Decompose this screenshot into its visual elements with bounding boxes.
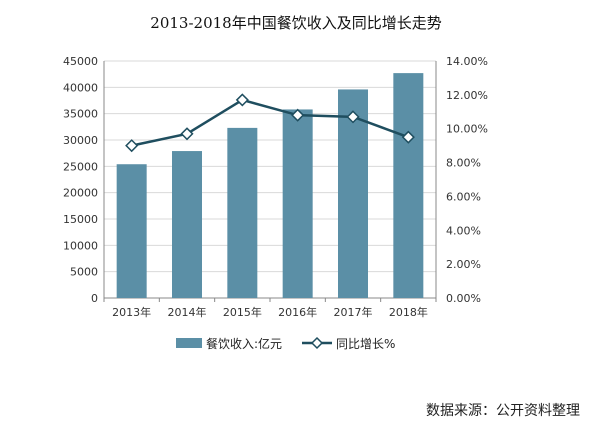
legend-label-bar: 餐饮收入:亿元 (206, 336, 282, 351)
y-left-tick-label: 20000 (63, 187, 98, 200)
bar (393, 73, 424, 298)
growth-point (235, 93, 249, 107)
y-left-tick-label: 35000 (63, 108, 98, 121)
source-note: 数据来源：公开资料整理 (426, 403, 580, 419)
y-right-tick-label: 4.00% (446, 224, 481, 237)
x-tick-label: 2014年 (168, 305, 207, 319)
x-tick-label: 2018年 (389, 305, 428, 319)
y-left-tick-label: 25000 (63, 160, 98, 173)
growth-point (291, 108, 305, 122)
growth-point (180, 127, 194, 141)
bar (227, 127, 258, 299)
legend-swatch-bar (176, 338, 202, 348)
y-right-tick-label: 6.00% (446, 190, 481, 203)
x-tick-label: 2016年 (278, 305, 317, 319)
growth-point (346, 110, 360, 124)
y-left-tick-label: 40000 (63, 81, 98, 94)
bar (116, 164, 147, 298)
y-left-tick-label: 15000 (63, 213, 98, 226)
growth-point (125, 139, 139, 153)
bar (338, 89, 368, 298)
y-right-tick-label: 0.00% (446, 292, 481, 305)
legend-marker-line (310, 336, 324, 350)
y-left-tick-label: 45000 (63, 55, 98, 68)
x-tick-label: 2015年 (223, 305, 262, 319)
y-right-tick-label: 8.00% (446, 157, 481, 170)
bar (282, 109, 313, 298)
y-left-tick-label: 10000 (63, 239, 98, 252)
y-right-tick-label: 10.00% (446, 123, 488, 136)
y-right-tick-label: 2.00% (446, 258, 481, 271)
chart-title: 2013-2018年中国餐饮收入及同比增长走势 (150, 14, 442, 32)
y-right-tick-label: 14.00% (446, 55, 488, 68)
growth-point (401, 130, 415, 144)
y-right-tick-label: 12.00% (446, 89, 488, 102)
legend-label-line: 同比增长% (336, 337, 395, 351)
x-tick-label: 2017年 (334, 305, 373, 319)
y-left-tick-label: 30000 (63, 134, 98, 147)
growth-line (131, 98, 409, 147)
y-left-tick-label: 0 (91, 292, 98, 305)
x-tick-label: 2013年 (112, 305, 151, 319)
y-left-tick-label: 5000 (70, 266, 98, 279)
bar (172, 151, 202, 298)
